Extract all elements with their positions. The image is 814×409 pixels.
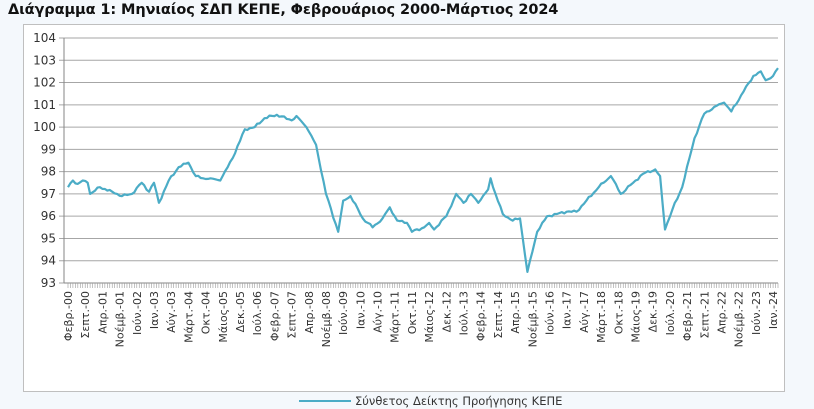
x-tick-label: Μάρτ.-18 [595, 291, 608, 343]
y-tick-label: 96 [41, 209, 56, 223]
legend-line-icon [299, 400, 351, 402]
x-tick-label: Ιούλ.-20 [664, 291, 677, 335]
x-tick-label: Αύγ.-10 [372, 291, 385, 333]
x-tick-label: Μάρτ.-11 [389, 291, 402, 343]
x-tick-label: Οκτ.-18 [612, 291, 625, 334]
x-tick-label: Ιούλ.-13 [458, 291, 471, 335]
y-tick-label: 101 [33, 98, 56, 112]
x-tick-label: Μάιος-19 [630, 291, 643, 343]
y-tick-label: 98 [41, 165, 56, 179]
x-tick-label: Ιούν.-02 [131, 291, 144, 335]
x-tick-label: Αύγ.-17 [578, 291, 591, 333]
series-line-kepe-leading-index [67, 67, 779, 273]
x-tick-label: Ιούν.-16 [544, 291, 557, 335]
x-tick-label: Σεπτ.-00 [79, 291, 92, 339]
chart-container: 93 94 95 96 97 98 99 100 101 102 103 104 Φεβρ.-00 Σεπ… [23, 24, 785, 408]
x-tick-label: Μάιος-12 [423, 291, 436, 343]
x-tick-label: Ιαν.-10 [354, 291, 367, 329]
y-tick-label: 104 [33, 31, 56, 45]
x-tick-label: Δεκ.-05 [234, 291, 247, 332]
line-chart-plot: 93 94 95 96 97 98 99 100 101 102 103 104 Φεβρ.-00 Σεπ… [33, 31, 780, 347]
x-tick-label: Αύγ.-03 [165, 291, 178, 333]
x-tick-label: Νοέμβ.-22 [733, 291, 746, 347]
x-tick-label: Σεπτ.-07 [286, 291, 299, 339]
y-tick-label: 97 [41, 187, 56, 201]
x-tick-label: Δεκ.-19 [647, 291, 660, 332]
x-tick-label: Οκτ.-11 [406, 291, 419, 334]
x-tick-label: Απρ.-15 [509, 291, 522, 334]
x-tick-label: Νοέμβ.-15 [526, 291, 539, 347]
x-tick-label: Σεπτ.-21 [698, 291, 711, 339]
x-tick-label: Δεκ.-12 [440, 291, 453, 332]
x-tick-label: Σεπτ.-14 [492, 291, 505, 339]
x-tick-label: Μάρτ.-04 [182, 291, 195, 343]
x-tick-label: Ιαν.-17 [561, 291, 574, 329]
x-tick-label: Ιούν.-09 [337, 291, 350, 335]
x-tick-label: Ιούλ.-06 [251, 291, 264, 335]
y-tick-label: 99 [41, 142, 56, 156]
legend: Σύνθετος Δείκτης Προήγησης ΚΕΠΕ [299, 393, 562, 409]
y-tick-label: 95 [41, 231, 56, 245]
x-tick-label: Φεβρ.-21 [681, 291, 694, 341]
x-tick-label: Οκτ.-04 [200, 291, 213, 334]
x-tick-label: Φεβρ.-07 [268, 291, 281, 341]
legend-label: Σύνθετος Δείκτης Προήγησης ΚΕΠΕ [355, 394, 563, 408]
chart-title: Διάγραμμα 1: Μηνιαίος ΣΔΠ ΚΕΠΕ, Φεβρουάρ… [8, 2, 559, 18]
x-tick-label: Νοέμβ.-01 [114, 291, 127, 347]
x-tick-label: Μάιος-05 [217, 291, 230, 343]
x-tick-label: Απρ.-01 [96, 291, 109, 334]
y-tick-label: 102 [33, 76, 56, 90]
x-tick-label: Ιαν.-03 [148, 291, 161, 329]
y-tick-label: 94 [41, 254, 56, 268]
x-tick-label: Απρ.-22 [715, 291, 728, 334]
x-tick-label: Φεβρ.-00 [62, 291, 75, 341]
y-tick-label: 103 [33, 53, 56, 67]
y-tick-label: 93 [41, 276, 56, 290]
x-tick-label: Ιαν.-24 [767, 291, 780, 329]
x-tick-label: Φεβρ.-14 [475, 291, 488, 341]
y-tick-label: 100 [33, 120, 56, 134]
x-tick-label: Ιούν.-23 [750, 291, 763, 335]
x-tick-label: Νοέμβ.-08 [320, 291, 333, 347]
x-tick-label: Απρ.-08 [303, 291, 316, 334]
